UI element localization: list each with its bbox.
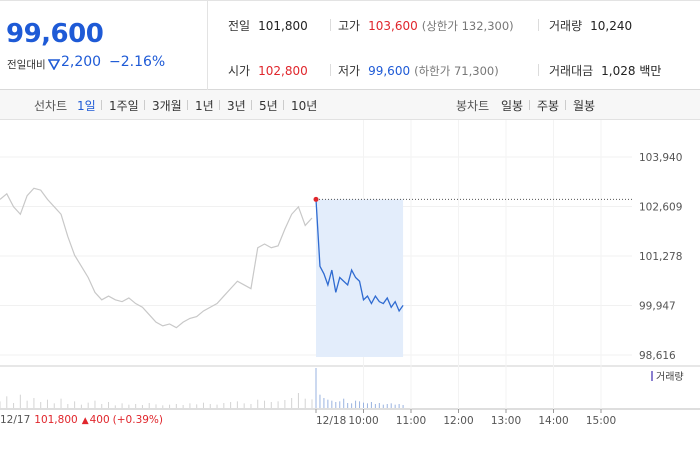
prev-day-info: 12/17 101,800 ▲400 (+0.39%)	[0, 414, 163, 426]
stat-high: 고가 103,600 (상한가 132,300)	[338, 17, 514, 34]
prev-day-line	[0, 187, 313, 329]
prev-day-close: 101,800	[34, 414, 78, 426]
divider	[144, 100, 145, 110]
stat-label: 시가	[228, 64, 251, 78]
tab-10y[interactable]: 10년	[291, 99, 318, 113]
open-price-dot	[313, 196, 319, 202]
quote-summary: 99,600 전일대비 2,200 −2.16% 전일 101,800 고가 103…	[0, 0, 700, 90]
tab-1d[interactable]: 1일	[77, 99, 96, 113]
stat-trade-value: 거래대금 1,028 백만	[549, 62, 661, 79]
stat-label: 고가	[338, 19, 361, 33]
divider	[538, 64, 539, 76]
x-tick-label: 10:00	[348, 415, 378, 427]
y-tick-label: 101,278	[639, 251, 682, 263]
stat-open: 시가 102,800	[228, 62, 308, 79]
prev-day-change-percent: (+0.39%)	[112, 414, 164, 426]
stat-label: 거래량	[549, 19, 583, 33]
tab-5y[interactable]: 5년	[259, 99, 278, 113]
down-triangle-icon	[48, 59, 60, 70]
x-tick-label: 11:00	[396, 415, 426, 427]
divider	[283, 100, 284, 110]
divider	[538, 19, 539, 31]
divider	[101, 100, 102, 110]
volume-legend: 거래량	[656, 371, 684, 383]
stat-value: 1,028 백만	[601, 64, 662, 78]
tab-1y[interactable]: 1년	[195, 99, 214, 113]
change-percent: −2.16%	[109, 54, 166, 70]
stat-value: 103,600	[368, 19, 418, 33]
chart-period-tabs: 선차트 1일 1주일 3개월 1년 3년 5년 10년 봉차트 일봉 주봉 월봉	[0, 90, 700, 120]
stat-value: 99,600	[368, 64, 411, 78]
stat-low: 저가 99,600 (하한가 71,300)	[338, 62, 499, 79]
tab-weekly-candle[interactable]: 주봉	[537, 99, 560, 113]
change-label: 전일대비	[7, 59, 46, 71]
y-tick-label: 102,609	[639, 202, 682, 214]
prev-day-date: 12/17	[0, 414, 31, 426]
tab-3y[interactable]: 3년	[227, 99, 246, 113]
prev-day-change: 400	[89, 414, 110, 426]
stat-prev-close: 전일 101,800	[228, 17, 308, 34]
x-tick-label: 13:00	[491, 415, 521, 427]
divider	[330, 19, 331, 31]
stat-label: 전일	[228, 19, 251, 33]
x-tick-label: 14:00	[538, 415, 568, 427]
stat-value: 10,240	[590, 19, 633, 33]
tab-monthly-candle[interactable]: 월봉	[573, 99, 596, 113]
upper-limit: (상한가 132,300)	[421, 19, 514, 33]
today-price-line	[315, 199, 404, 313]
tab-1w[interactable]: 1주일	[109, 99, 139, 113]
y-tick-label: 98,616	[639, 350, 676, 362]
stat-label: 저가	[338, 64, 361, 78]
tab-daily-candle[interactable]: 일봉	[501, 99, 524, 113]
stat-label: 거래대금	[549, 64, 594, 78]
x-tick-label: 12:00	[443, 415, 473, 427]
change-amount: 2,200	[61, 54, 102, 70]
current-price: 99,600	[6, 19, 104, 49]
y-tick-label: 99,947	[639, 301, 676, 313]
up-triangle-icon: ▲	[81, 416, 89, 426]
stat-value: 102,800	[258, 64, 308, 78]
tab-3m[interactable]: 3개월	[152, 99, 182, 113]
divider	[565, 100, 566, 110]
line-chart-label: 선차트	[34, 99, 68, 113]
today-range-area	[316, 199, 404, 357]
x-tick-label: 15:00	[586, 415, 616, 427]
candle-chart-label: 봉차트	[456, 99, 490, 113]
lower-limit: (하한가 71,300)	[414, 64, 499, 78]
y-tick-label: 103,940	[639, 152, 682, 164]
divider	[251, 100, 252, 110]
divider	[187, 100, 188, 110]
stat-value: 101,800	[258, 19, 308, 33]
divider	[529, 100, 530, 110]
price-panel: 99,600 전일대비 2,200 −2.16%	[0, 1, 208, 90]
stat-volume: 거래량 10,240	[549, 17, 632, 34]
volume-legend-swatch	[651, 371, 653, 381]
x-tick-label: 12/18	[316, 415, 346, 427]
divider	[219, 100, 220, 110]
divider	[330, 64, 331, 76]
